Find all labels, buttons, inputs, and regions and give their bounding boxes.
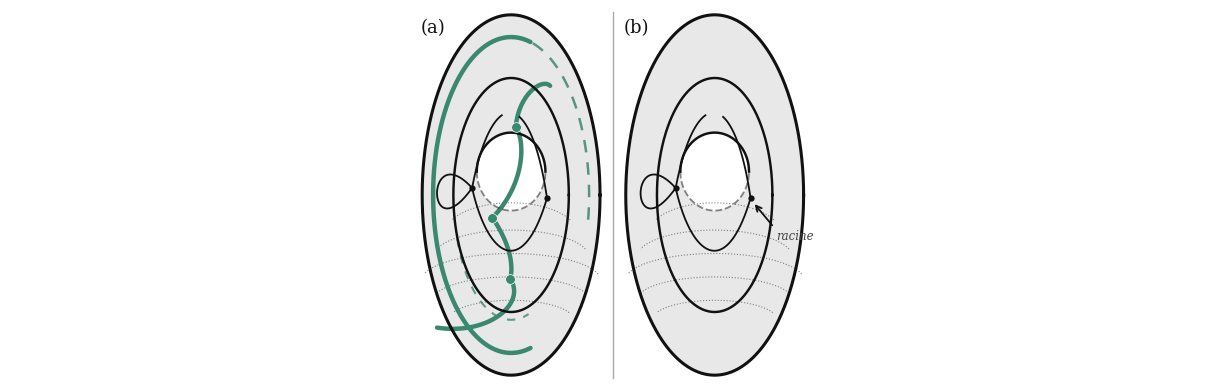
Text: racine: racine	[775, 230, 813, 243]
Ellipse shape	[423, 15, 600, 375]
Text: (a): (a)	[420, 19, 445, 37]
Ellipse shape	[680, 133, 748, 211]
Ellipse shape	[477, 133, 545, 211]
Text: (b): (b)	[624, 19, 649, 37]
Ellipse shape	[626, 15, 804, 375]
